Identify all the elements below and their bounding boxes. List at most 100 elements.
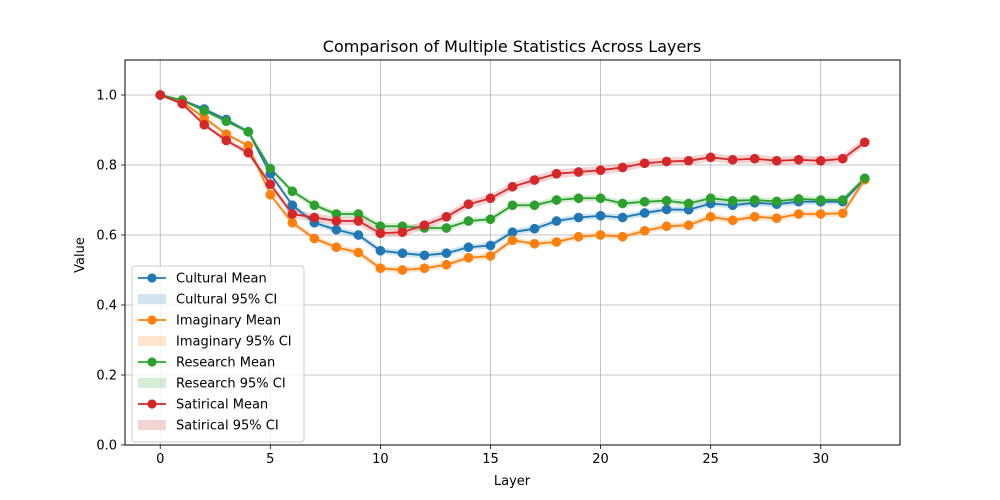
research-mean-point <box>683 198 694 209</box>
research-mean-point <box>837 195 848 205</box>
research-mean-point <box>705 193 716 204</box>
satirical-mean-point <box>727 154 738 165</box>
satirical-95-ci-legend-swatch <box>138 420 166 430</box>
legend-label: Cultural Mean <box>176 272 267 287</box>
imaginary-95-ci-legend-swatch <box>138 336 166 346</box>
research-mean-point <box>243 126 254 137</box>
series-markers <box>155 90 870 275</box>
y-axis-title: Value <box>73 237 88 273</box>
cultural-mean-point <box>529 223 540 234</box>
x-tick-label: 20 <box>592 452 609 467</box>
satirical-mean-point <box>749 153 760 164</box>
cultural-mean-point <box>331 224 342 235</box>
axis-ticks: 0 5 10 15 20 25 30 0.0 0.2 0.4 0.6 0.8 1.0 <box>96 89 829 468</box>
research-mean-point <box>309 200 320 211</box>
imaginary-mean-point <box>705 211 716 222</box>
research-mean-point <box>771 196 782 207</box>
research-mean-point <box>815 195 826 205</box>
x-tick-label: 10 <box>372 452 389 467</box>
y-tick-label: 1.0 <box>96 89 117 104</box>
cultural-mean-point <box>287 200 298 211</box>
research-mean-point <box>529 200 540 211</box>
satirical-mean-point <box>199 119 210 130</box>
y-tick-label: 0.6 <box>96 229 117 244</box>
satirical-mean-point <box>595 165 606 176</box>
imaginary-mean-point <box>771 213 782 224</box>
y-tick-label: 0.8 <box>96 159 117 174</box>
research-mean-point <box>199 105 210 116</box>
y-tick-label: 0.4 <box>96 299 117 314</box>
imaginary-mean-point <box>551 237 562 247</box>
cultural-95-ci-legend-swatch <box>138 294 166 304</box>
research-mean-point <box>749 195 760 205</box>
legend-label: Imaginary 95% CI <box>176 335 292 350</box>
imaginary-mean-point <box>617 231 628 242</box>
imaginary-mean-point <box>419 263 430 274</box>
legend-box <box>131 265 305 443</box>
satirical-mean-point <box>837 153 848 164</box>
satirical-mean-point <box>507 181 518 192</box>
imaginary-mean-point <box>309 233 320 244</box>
imaginary-mean-point <box>749 211 760 222</box>
cultural-mean-point <box>573 212 584 223</box>
satirical-mean-point <box>309 212 320 223</box>
satirical-mean-point <box>639 158 650 169</box>
imaginary-mean-point <box>397 265 408 275</box>
research-mean-point <box>793 194 804 204</box>
satirical-mean-point <box>815 155 826 166</box>
legend-label: Imaginary Mean <box>176 314 281 329</box>
imaginary-mean-point <box>683 220 694 231</box>
research-mean-point <box>463 216 474 226</box>
cultural-mean-point <box>551 216 562 226</box>
research-mean-point <box>595 193 606 204</box>
satirical-mean-point <box>331 216 342 226</box>
legend-label: Satirical Mean <box>176 398 268 413</box>
satirical-mean-point <box>463 199 474 210</box>
imaginary-mean-point <box>529 238 540 249</box>
research-mean-point <box>485 214 496 225</box>
cultural-mean-point <box>661 204 672 215</box>
cultural-mean-point <box>639 208 650 218</box>
satirical-mean-point <box>397 227 408 238</box>
legend-label: Research Mean <box>176 356 275 371</box>
cultural-mean-point <box>397 248 408 259</box>
x-tick-label: 0 <box>156 452 164 467</box>
cultural-mean-point <box>463 242 474 253</box>
x-tick-label: 15 <box>482 452 499 467</box>
research-mean-legend-marker <box>147 357 157 367</box>
satirical-mean-point <box>617 162 628 173</box>
satirical-mean-point <box>661 156 672 167</box>
x-tick-label: 30 <box>812 452 829 467</box>
research-mean-point <box>727 195 738 206</box>
cultural-mean-point <box>419 250 430 261</box>
satirical-mean-point <box>177 98 188 109</box>
legend: Cultural Mean Cultural 95% CI Imaginary Me… <box>131 265 305 443</box>
cultural-mean-point <box>595 210 606 221</box>
satirical-mean-point <box>287 209 298 219</box>
satirical-mean-point <box>243 147 254 158</box>
imaginary-mean-legend-marker <box>147 315 157 325</box>
research-mean-point <box>661 195 672 206</box>
research-mean-point <box>551 195 562 205</box>
imaginary-mean-point <box>463 252 474 263</box>
research-mean-point <box>221 116 232 127</box>
cultural-mean-point <box>375 245 386 256</box>
satirical-mean-point <box>265 179 276 190</box>
x-axis-title: Layer <box>494 474 531 489</box>
satirical-mean-point <box>419 220 430 231</box>
satirical-mean-point <box>859 137 870 148</box>
imaginary-mean-point <box>507 235 518 246</box>
x-tick-label: 25 <box>702 452 719 467</box>
legend-label: Satirical 95% CI <box>176 419 279 434</box>
research-mean-point <box>287 186 298 197</box>
satirical-mean-point <box>705 152 716 163</box>
satirical-mean-legend-marker <box>147 399 157 409</box>
imaginary-mean-point <box>485 251 496 261</box>
imaginary-mean-point <box>815 209 826 219</box>
satirical-mean-point <box>771 155 782 166</box>
legend-label: Research 95% CI <box>176 377 286 392</box>
research-mean-point <box>617 198 628 209</box>
cultural-mean-point <box>485 240 496 251</box>
